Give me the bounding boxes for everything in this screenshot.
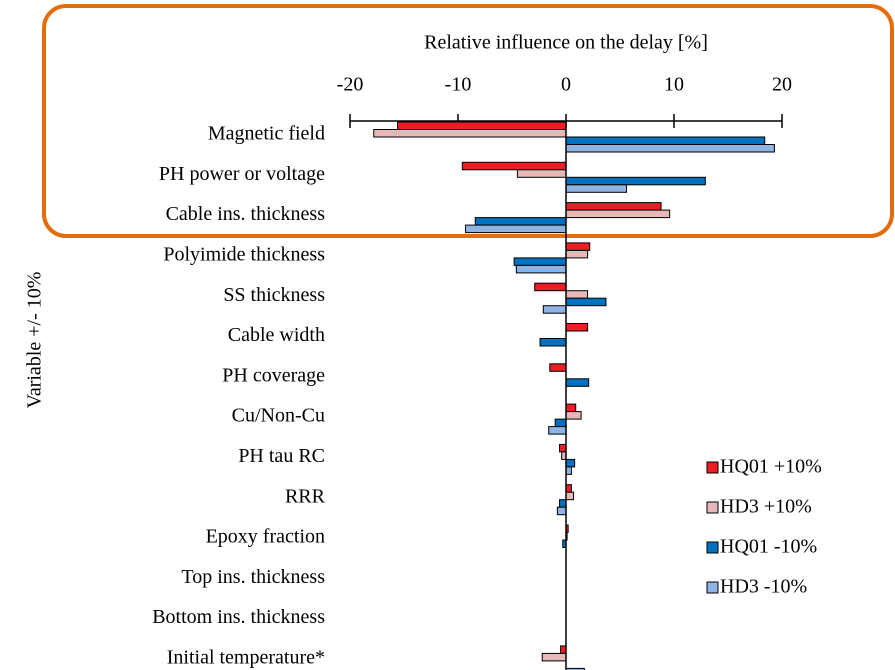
bar [565,323,589,332]
category-label: PH tau RC [238,445,325,467]
bar [565,209,671,219]
bar [565,176,706,186]
bar [373,129,567,138]
bar [565,667,585,670]
bar [565,242,591,251]
highlight-box [42,4,894,238]
y-axis-title: Variable +/- 10% [24,272,46,409]
bar [559,499,567,508]
bar [565,458,576,468]
category-label: Cu/Non-Cu [232,405,325,427]
bar [565,484,572,493]
bar [556,506,567,516]
bar [559,443,567,453]
category-label: PH power or voltage [159,163,325,185]
legend-swatch [706,501,719,514]
legend-label: HD3 -10% [720,576,807,598]
x-tick-label: 0 [561,74,571,96]
bar [565,249,589,259]
legend-swatch [706,541,719,554]
bar [548,426,567,435]
bar [565,144,775,153]
category-label: Initial temperature* [167,646,325,668]
legend-swatch [706,461,719,474]
category-label: Epoxy fraction [206,526,325,548]
bar [565,202,662,211]
legend-swatch [706,581,719,594]
bar [516,169,567,178]
category-label: RRR [285,485,326,507]
bar [539,338,567,347]
category-label: Top ins. thickness [181,566,325,588]
category-label: Bottom ins. thickness [152,606,325,628]
bar [542,305,567,314]
category-label: Cable width [228,324,325,346]
bar [541,652,567,662]
bar [513,257,567,266]
bar [461,161,567,171]
bar [565,290,589,299]
bar [565,297,607,307]
x-tick-label: 10 [664,74,684,96]
bar [474,217,567,226]
category-label: PH coverage [222,364,325,386]
legend-label: HQ01 -10% [720,536,817,558]
x-tick-label: -10 [445,74,472,96]
bar [397,121,567,130]
bar [549,363,567,372]
category-label: Magnetic field [208,123,325,145]
bar [565,136,766,145]
bar [554,418,567,428]
bar [565,491,575,501]
x-tick-label: -20 [337,74,364,96]
category-label: Cable ins. thickness [166,203,326,225]
bar [565,184,627,193]
bar [565,411,582,420]
bar [565,378,590,387]
bar [515,264,567,274]
bar [534,282,567,292]
bar [565,403,577,413]
category-label: SS thickness [223,284,325,306]
bar [565,466,572,475]
category-label: Polyimide thickness [163,243,325,265]
legend-label: HD3 +10% [720,496,812,518]
axis-title: Relative influence on the delay [%] [424,32,708,54]
bar [560,645,567,654]
x-tick-label: 20 [772,74,792,96]
legend-label: HQ01 +10% [720,456,822,478]
bar [465,224,567,234]
